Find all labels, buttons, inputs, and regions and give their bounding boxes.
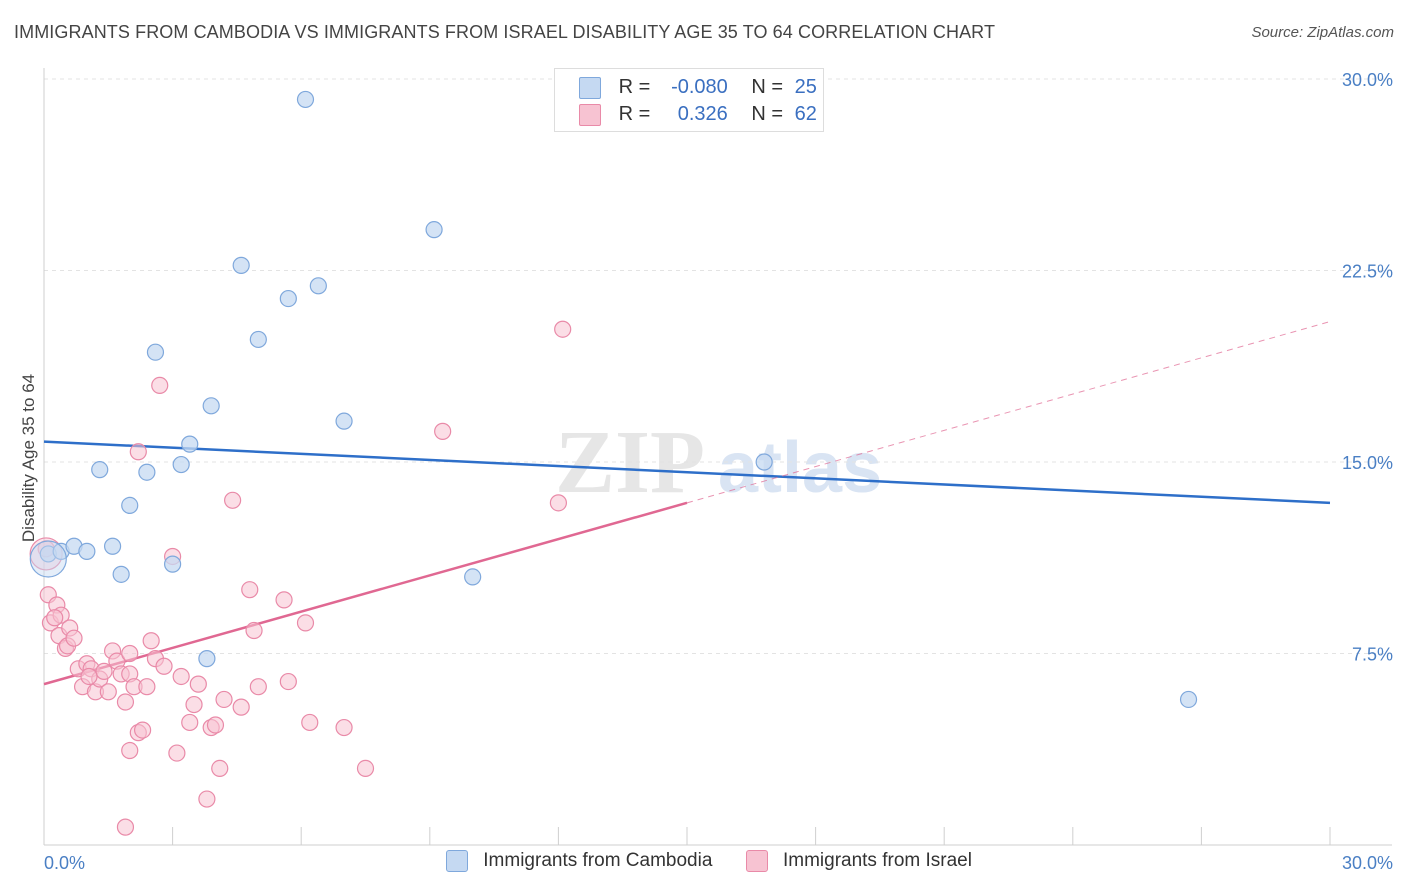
israel-r-value: 0.326 — [677, 103, 728, 126]
watermark-atlas: atlas — [718, 428, 882, 508]
source-label: Source: ZipAtlas.com — [1251, 24, 1394, 41]
israel-point — [185, 695, 203, 714]
cambodia-point — [335, 412, 353, 430]
israel-point — [549, 494, 568, 512]
cambodia-swatch — [579, 76, 601, 99]
cambodia-point — [232, 256, 250, 274]
cambodia-r-value: -0.080 — [671, 76, 728, 99]
israel-point — [189, 675, 207, 693]
y-tick-label: 7.5% — [1352, 645, 1393, 665]
israel-point — [116, 693, 135, 711]
israel-point — [335, 718, 353, 737]
cambodia-point — [138, 463, 156, 481]
legend-item-cambodia: Immigrants from Cambodia — [446, 850, 712, 872]
cambodia-r-label: R = — [618, 76, 651, 99]
israel-point — [249, 678, 267, 696]
israel-point — [211, 759, 229, 778]
cambodia-point — [121, 496, 139, 515]
cambodia-point — [112, 565, 130, 583]
israel-point — [65, 629, 83, 647]
tick-labels: 7.5% 15.0% 22.5% 30.0% 0.0% 30.0% — [44, 70, 1393, 873]
legend-row-israel: R = 0.326 N = 62 — [579, 103, 817, 127]
cambodia-point — [425, 221, 443, 239]
israel-point — [245, 621, 263, 640]
cambodia-point — [755, 453, 773, 471]
israel-point — [133, 721, 152, 739]
israel-point — [168, 744, 186, 762]
israel-point — [279, 672, 297, 691]
israel-point — [181, 713, 199, 732]
israel-point — [241, 581, 259, 599]
legend-item-israel: Immigrants from Israel — [745, 850, 972, 872]
israel-point — [155, 657, 173, 675]
israel-point — [46, 609, 64, 627]
legend-row-cambodia: R = -0.080 N = 25 — [579, 76, 817, 100]
israel-point — [121, 741, 139, 760]
israel-point — [172, 667, 190, 686]
cambodia-point — [146, 343, 165, 361]
x-tick-label-end: 30.0% — [1342, 853, 1393, 873]
israel-swatch — [579, 103, 601, 126]
israel-n-value: 62 — [794, 103, 817, 126]
cambodia-point — [164, 555, 182, 573]
israel-point — [215, 690, 233, 709]
cambodia-point — [249, 330, 267, 349]
legend-swatch-cambodia — [446, 850, 468, 872]
israel-point — [275, 591, 293, 609]
israel-n-label: N = — [751, 103, 784, 126]
cambodia-point — [198, 650, 216, 668]
cambodia-point — [309, 277, 327, 295]
legend-label-cambodia: Immigrants from Cambodia — [483, 850, 713, 872]
cambodia-point — [1179, 690, 1198, 709]
cambodia-point — [172, 455, 190, 474]
israel-trend-extension — [686, 321, 1331, 504]
y-tick-label: 30.0% — [1342, 70, 1393, 90]
israel-point — [142, 632, 160, 650]
cambodia-point — [464, 568, 482, 586]
correlation-legend: R = -0.080 N = 25 R = 0.326 N = 62 — [554, 68, 824, 132]
israel-point — [301, 713, 319, 732]
cambodia-point — [103, 537, 122, 555]
israel-point — [121, 644, 139, 663]
israel-point — [80, 667, 98, 686]
israel-point — [138, 678, 156, 696]
chart-title: IMMIGRANTS FROM CAMBODIA VS IMMIGRANTS F… — [14, 22, 996, 42]
israel-point — [95, 662, 113, 680]
x-tick-label-start: 0.0% — [44, 853, 85, 873]
israel-point — [129, 443, 147, 461]
israel-point — [198, 790, 216, 808]
y-tick-label: 22.5% — [1342, 262, 1393, 282]
israel-point — [99, 683, 117, 701]
israel-r-label: R = — [618, 103, 651, 126]
cambodia-trend-line — [43, 440, 1331, 505]
israel-point — [224, 491, 242, 509]
israel-point — [232, 698, 250, 716]
axes — [43, 68, 1392, 846]
cambodia-point — [296, 90, 315, 109]
y-axis-title: Disability Age 35 to 64 — [19, 374, 38, 542]
cambodia-point — [202, 397, 220, 415]
cambodia-n-label: N = — [751, 76, 784, 99]
israel-point — [554, 320, 572, 338]
series-legend: Immigrants from Cambodia Immigrants from… — [446, 850, 1000, 872]
legend-label-israel: Immigrants from Israel — [782, 850, 972, 872]
cambodia-point — [78, 542, 96, 560]
cambodia-n-value: 25 — [794, 76, 817, 99]
legend-swatch-israel — [745, 850, 768, 872]
israel-point — [356, 759, 375, 778]
cambodia-point — [91, 461, 109, 479]
israel-point — [151, 376, 169, 394]
israel-point — [116, 818, 135, 836]
cambodia-cluster-point — [29, 540, 67, 578]
israel-point — [206, 716, 225, 734]
cambodia-point — [279, 289, 297, 308]
y-tick-label: 15.0% — [1342, 453, 1393, 473]
grid — [44, 78, 1392, 654]
israel-point — [434, 422, 452, 440]
israel-point — [296, 614, 315, 632]
cambodia-point — [181, 435, 199, 453]
israel-trend-line — [43, 501, 688, 686]
data-points — [29, 90, 1198, 836]
